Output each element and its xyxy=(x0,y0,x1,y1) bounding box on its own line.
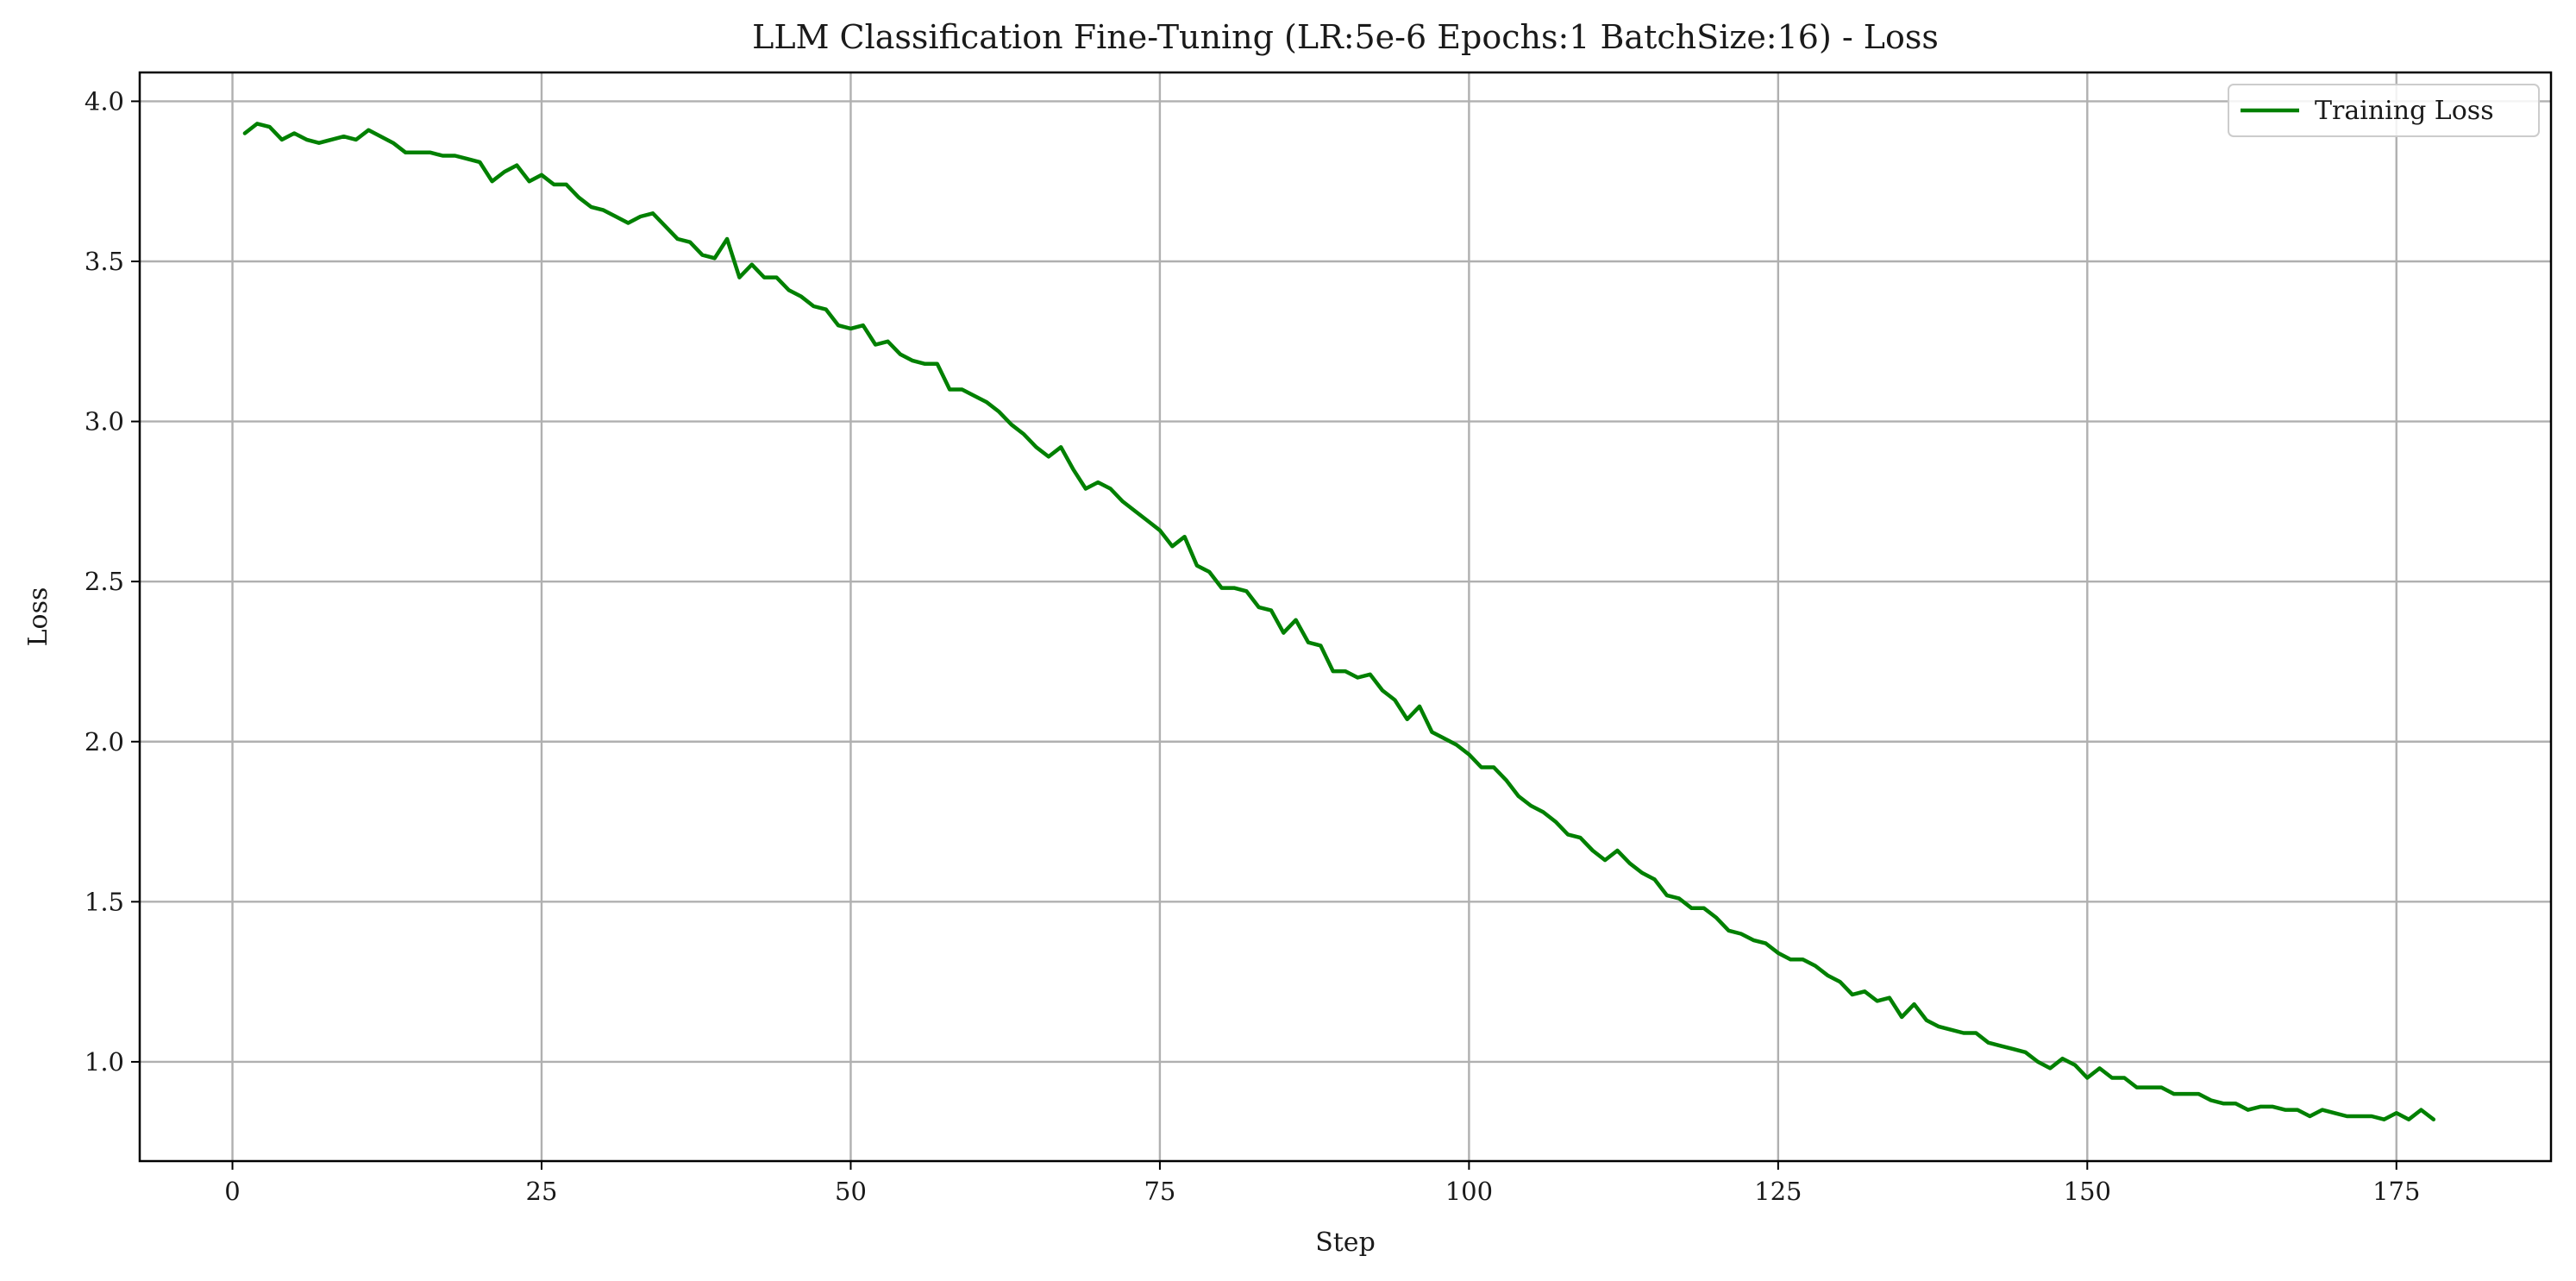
series-layer xyxy=(242,122,2436,1121)
y-tick-label: 3.5 xyxy=(85,247,124,276)
y-axis-title: Loss xyxy=(23,587,53,647)
plot-area-frame xyxy=(138,71,2553,1163)
y-tick-label: 3.0 xyxy=(85,407,124,436)
chart-title: LLM Classification Fine-Tuning (LR:5e-6 … xyxy=(752,18,1939,56)
x-tick-label: 25 xyxy=(526,1177,558,1206)
x-axis-title: Step xyxy=(1315,1228,1376,1258)
x-tick-label: 150 xyxy=(2064,1177,2111,1206)
axis-ticks: 0 25 50 75 100 125 150 175 1.0 1.5 2.0 2.5 3.0 3.5 4.0 xyxy=(85,86,2421,1206)
y-tick-label: 2.5 xyxy=(85,567,124,596)
y-tick-label: 1.0 xyxy=(85,1047,124,1077)
y-tick-label: 4.0 xyxy=(85,86,124,116)
grid xyxy=(140,72,2551,1161)
x-tick-label: 0 xyxy=(224,1177,240,1206)
x-tick-label: 100 xyxy=(1445,1177,1493,1206)
x-tick-label: 125 xyxy=(1754,1177,1802,1206)
x-tick-label: 50 xyxy=(835,1177,867,1206)
y-tick-label: 1.5 xyxy=(85,887,124,916)
x-tick-label: 75 xyxy=(1144,1177,1175,1206)
x-tick-label: 175 xyxy=(2372,1177,2420,1206)
y-tick-label: 2.0 xyxy=(85,727,124,757)
legend: Training Loss xyxy=(2228,84,2540,137)
legend-label-training-loss: Training Loss xyxy=(2315,96,2494,126)
legend-box xyxy=(2228,84,2540,137)
series-line-training-loss xyxy=(242,122,2436,1121)
